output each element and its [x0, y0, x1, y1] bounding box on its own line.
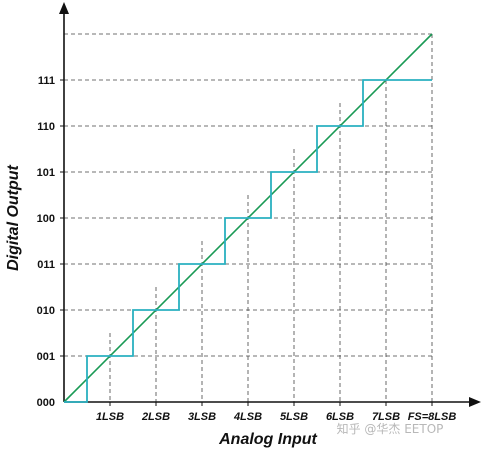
x-tick-label: FS=8LSB	[408, 411, 457, 423]
data-series	[63, 33, 433, 403]
y-tick-label: 101	[37, 167, 55, 179]
x-axis-title: Analog Input	[218, 431, 317, 448]
x-tick-label: 7LSB	[372, 411, 400, 423]
x-tick-label: 2LSB	[141, 411, 170, 423]
watermark: 知乎 @华杰 EETOP	[337, 422, 444, 436]
y-tick-label: 000	[37, 397, 55, 409]
x-tick-label: 5LSB	[280, 411, 308, 423]
axes	[59, 2, 481, 407]
y-tick-label: 111	[38, 75, 55, 87]
y-axis-arrowhead	[59, 2, 69, 14]
y-tick-label: 110	[37, 121, 55, 133]
y-tick-label: 011	[37, 259, 55, 271]
x-tick-label: 6LSB	[326, 411, 354, 423]
y-tick-label: 100	[37, 213, 55, 225]
y-tick-label: 001	[37, 351, 55, 363]
y-tick-label: 010	[37, 305, 55, 317]
x-tick-label: 1LSB	[96, 411, 124, 423]
x-axis-arrowhead	[469, 397, 481, 407]
tick-labels: 000 001 010 011 100 101 110 111 1LSB 2LSB 3LSB 4LSB…	[37, 75, 457, 423]
quantized-staircase	[64, 79, 432, 403]
x-tick-label: 4LSB	[233, 411, 262, 423]
y-axis-title: Digital Output	[5, 164, 22, 270]
x-tick-label: 3LSB	[188, 411, 216, 423]
